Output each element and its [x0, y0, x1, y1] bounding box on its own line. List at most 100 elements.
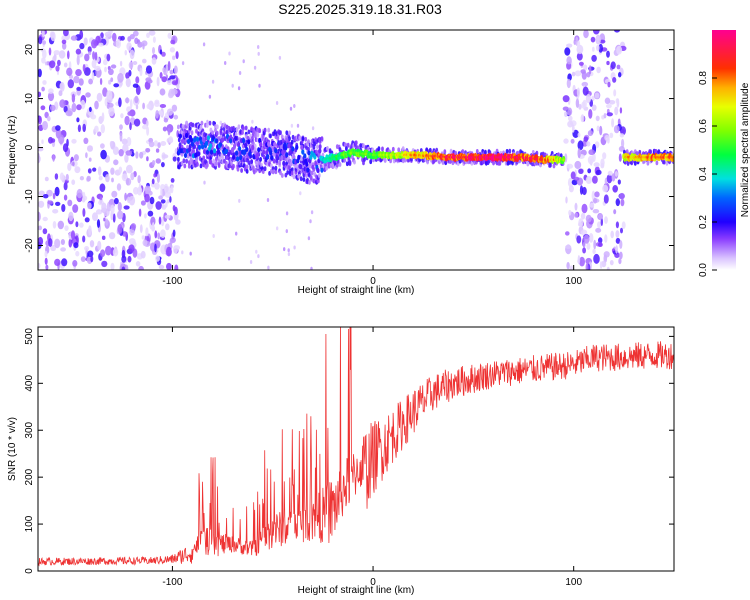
spectrogram-cell: [593, 197, 598, 204]
spectrogram-cell: [99, 183, 106, 192]
spectrogram-cell: [199, 125, 203, 131]
spectrogram-cell: [232, 154, 236, 160]
spectrogram-cell: [100, 143, 105, 149]
spectrogram-cell: [92, 212, 98, 222]
spectrogram-cell: [596, 44, 600, 52]
spectrogram-cell: [655, 160, 659, 166]
spectrogram-cell: [602, 152, 607, 160]
spectrogram-cell: [42, 216, 48, 222]
spectrogram-cell: [604, 97, 611, 105]
colorbar-tick-label: 0.4: [698, 167, 709, 181]
spectrogram-cell: [606, 174, 613, 184]
spectrogram-cell: [612, 185, 618, 193]
spectrogram-cell: [257, 147, 261, 153]
spectrogram-cell: [196, 162, 199, 167]
spectrogram-cell: [105, 218, 109, 226]
spectrogram-cell: [443, 149, 447, 155]
spectrogram-cell: [617, 179, 621, 185]
spectrogram-cell: [383, 157, 387, 163]
spectrogram-cell: [180, 138, 185, 144]
spectrogram-cell: [288, 130, 291, 136]
spectrogram-cell: [148, 30, 156, 36]
spectrogram-cell: [250, 159, 254, 165]
spectrogram-cell: [247, 139, 251, 145]
spectrogram-cell: [603, 194, 609, 204]
spectrogram-cell: [235, 231, 238, 236]
spectrogram-cell: [65, 110, 73, 117]
spectrogram-cell: [137, 41, 143, 48]
spectrogram-cell: [348, 160, 352, 165]
spectrogram-cell: [285, 229, 288, 234]
spectrogram-cell: [568, 185, 574, 193]
spectrogram-cell: [187, 160, 191, 166]
spectrogram-cell: [498, 160, 502, 166]
spectrogram-cell: [208, 94, 212, 99]
spectrogram-cell: [63, 105, 68, 113]
spectrogram-cell: [306, 167, 310, 173]
spectrogram-cell: [299, 176, 303, 182]
spectrogram-cell: [91, 59, 97, 69]
spectrogram-cell: [162, 126, 167, 132]
spectrogram-cell: [124, 115, 130, 126]
spectrogram-cell: [258, 137, 262, 144]
spectrogram-cell: [594, 191, 600, 198]
spectrogram-cell: [206, 119, 209, 124]
spectrogram-cell: [38, 190, 45, 196]
spectrogram-cell: [267, 141, 271, 147]
snr-ytick-label: 100: [24, 515, 35, 532]
spectrogram-cell: [182, 158, 186, 164]
spectrogram-cell: [258, 168, 262, 174]
spectrogram-cell: [150, 216, 156, 226]
spectrogram-cell: [237, 124, 241, 130]
spectrogram-cell: [646, 160, 650, 166]
spectrogram-cell: [52, 192, 56, 200]
spectrogram-cell: [152, 36, 156, 43]
spectrogram-cell: [309, 175, 313, 180]
spectrogram-ytick-label: 0: [24, 144, 35, 150]
spectrogram-cell: [566, 262, 570, 270]
spectrogram-cell: [212, 158, 216, 164]
spectrogram-cell: [577, 40, 581, 51]
spectrogram-cell: [593, 239, 597, 250]
spectrogram-cell: [614, 171, 619, 177]
spectrogram-cell: [606, 104, 612, 109]
spectrogram-cell: [41, 86, 45, 92]
spectrogram-cell: [280, 134, 284, 140]
spectrogram-cell: [290, 139, 294, 145]
spectrogram-cell: [175, 219, 181, 225]
spectrogram-cell: [111, 177, 114, 183]
spectrogram-cell: [588, 65, 592, 75]
spectrogram-cell: [65, 173, 69, 181]
spectrogram-cell: [242, 138, 246, 144]
spectrogram-cell: [278, 55, 282, 60]
spectrogram-cell: [307, 150, 311, 156]
spectrogram-cell: [576, 52, 583, 61]
spectrogram-cell: [75, 69, 82, 77]
spectrogram-cell: [80, 99, 86, 110]
spectrogram-cell: [267, 127, 271, 133]
spectrogram-cell: [580, 212, 586, 220]
spectrogram-cell: [84, 217, 90, 223]
spectrogram-cell: [110, 64, 117, 69]
spectrogram-cell: [338, 162, 342, 167]
spectrogram-cell: [173, 114, 179, 120]
spectrogram-cell: [159, 49, 163, 55]
spectrogram-cell: [232, 163, 235, 169]
spectrogram-cell: [145, 148, 151, 153]
spectrogram-cell: [227, 256, 231, 261]
spectrogram-cell: [335, 162, 339, 168]
spectrogram-cell: [184, 132, 189, 139]
spectrogram-cell: [94, 51, 98, 61]
spectrogram-cell: [130, 172, 135, 181]
spectrogram-cell: [607, 170, 613, 176]
spectrogram-cell: [151, 178, 155, 185]
spectrogram-cell: [48, 238, 53, 247]
spectrogram-cell: [142, 102, 146, 110]
spectrogram-cell: [88, 157, 92, 162]
spectrogram-cell: [290, 123, 294, 128]
spectrogram-cell: [166, 262, 172, 270]
spectrogram-cell: [310, 266, 313, 270]
spectrogram-cell: [606, 60, 610, 66]
spectrogram-cell: [154, 182, 160, 190]
spectrogram-cell: [72, 204, 79, 213]
